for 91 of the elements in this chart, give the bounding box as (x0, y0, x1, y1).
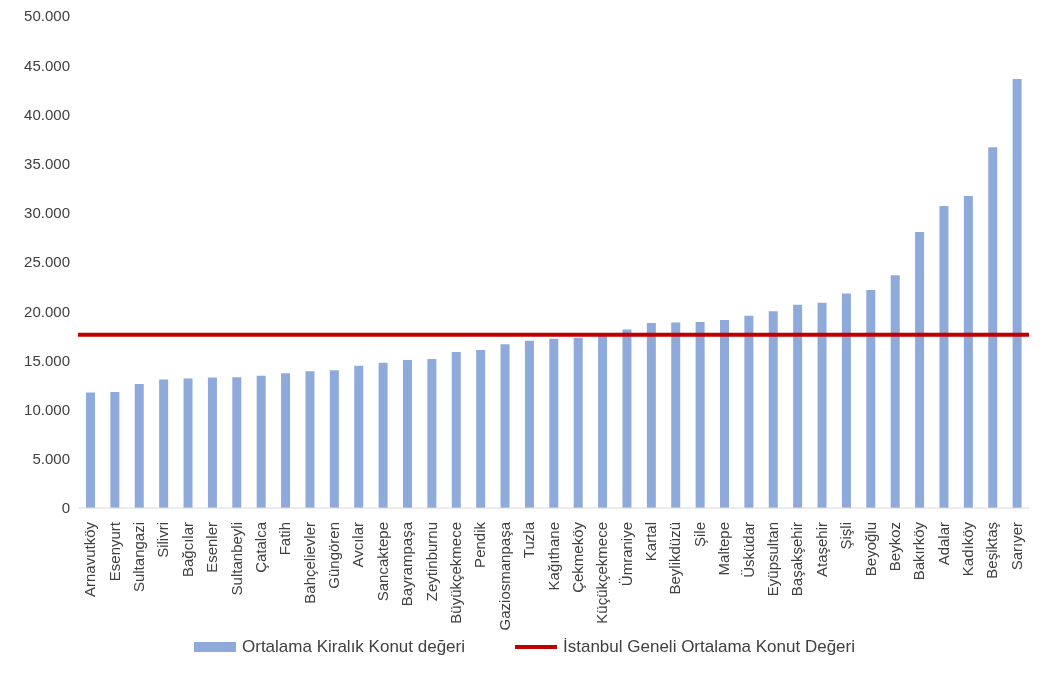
y-tick-label: 40.000 (24, 105, 70, 123)
x-tick-label: Başakşehir (788, 522, 806, 597)
x-tick-label: Sultanbeyli (227, 522, 245, 596)
x-tick-label: Gaziosmanpaşa (495, 521, 513, 631)
x-tick-label: Bayrampaşa (398, 521, 416, 607)
x-tick-label: Maltepe (715, 522, 733, 576)
x-tick-label: Adalar (934, 522, 952, 566)
y-tick-label: 35.000 (24, 154, 70, 172)
bar (988, 147, 998, 508)
x-tick-label: Kartal (642, 522, 660, 562)
bar (646, 323, 656, 508)
y-tick-label: 30.000 (24, 204, 70, 222)
x-tick-label: Tuzla (520, 521, 538, 559)
x-tick-label: Üsküdar (739, 522, 757, 578)
x-tick-label: Arnavutköy (81, 521, 99, 598)
y-tick-label: 15.000 (24, 351, 70, 369)
x-tick-label: Bağcılar (178, 522, 196, 578)
legend-label: Ortalama Kiralık Konut değeri (242, 637, 465, 657)
x-tick-label: Büyükçekmece (446, 522, 464, 624)
y-tick-label: 5.000 (32, 450, 70, 468)
x-tick-label: Sultangazi (129, 522, 147, 593)
x-tick-label: Esenyurt (105, 521, 123, 582)
x-tick-label: Kağıthane (544, 522, 562, 591)
bar (329, 370, 339, 508)
bar (524, 340, 534, 508)
x-tick-label: Ataşehir (812, 522, 830, 578)
y-tick-label: 50.000 (24, 7, 70, 25)
bar (890, 275, 900, 508)
y-tick-label: 45.000 (24, 56, 70, 74)
x-tick-label: Beyoğlu (861, 522, 879, 577)
bar (354, 365, 364, 508)
x-tick-label: Şile (690, 522, 708, 548)
bar (695, 322, 705, 508)
bar (817, 302, 827, 508)
x-tick-label: Fatih (276, 522, 294, 556)
bar (86, 392, 95, 508)
x-tick-label: Güngören (325, 522, 343, 589)
x-tick-label: Beylikdüzü (666, 522, 684, 595)
bar (281, 373, 291, 508)
x-tick-label: Ümraniye (617, 522, 635, 587)
bar (232, 377, 242, 508)
bar (549, 338, 559, 508)
x-tick-label: Sarıyer (1007, 522, 1025, 571)
bar (476, 350, 486, 508)
bar (110, 391, 120, 508)
bar (768, 311, 778, 508)
y-tick-label: 25.000 (24, 253, 70, 271)
bar (256, 375, 266, 508)
bar (305, 371, 315, 508)
y-tick-label: 10.000 (24, 400, 70, 418)
bar (793, 304, 803, 508)
x-tick-label: Avcılar (349, 522, 367, 568)
bar (427, 358, 437, 508)
bar (841, 293, 851, 508)
bar (207, 377, 217, 508)
x-tick-label: Beykoz (885, 522, 903, 572)
bar (915, 231, 925, 508)
x-tick-label: Pendik (471, 521, 489, 568)
bar (671, 322, 681, 508)
x-tick-label: Beşiktaş (983, 522, 1001, 579)
bar (1012, 78, 1022, 508)
bar (573, 337, 583, 508)
x-tick-label: Zeytinburnu (422, 522, 440, 602)
legend-label: İstanbul Geneli Ortalama Konut Değeri (563, 637, 855, 657)
x-tick-label: Silivri (154, 522, 172, 558)
bar (939, 205, 949, 508)
x-tick-label: Eyüpsultan (763, 522, 781, 597)
bar (134, 384, 144, 508)
x-tick-label: Küçükçekmece (593, 522, 611, 624)
bar (963, 196, 973, 508)
bar (598, 334, 608, 508)
x-tick-label: Çekmeköy (568, 521, 586, 593)
bar (622, 329, 632, 508)
y-tick-label: 20.000 (24, 302, 70, 320)
x-tick-label: Sancaktepe (373, 522, 391, 602)
bar (500, 344, 510, 508)
bar (451, 352, 461, 508)
x-tick-label: Çatalca (251, 521, 269, 573)
x-tick-label: Bahçelievler (300, 522, 318, 604)
bar (378, 362, 388, 508)
bar (720, 320, 729, 508)
bar (183, 378, 193, 508)
bar (403, 359, 412, 508)
x-tick-label: Kadıköy (959, 521, 977, 577)
x-tick-label: Bakırköy (910, 521, 928, 581)
bar (866, 290, 876, 508)
bar (744, 315, 754, 508)
y-tick-label: 0 (61, 499, 70, 517)
x-tick-label: Şişli (837, 522, 855, 550)
bar (159, 379, 169, 508)
x-tick-label: Esenler (203, 522, 221, 573)
